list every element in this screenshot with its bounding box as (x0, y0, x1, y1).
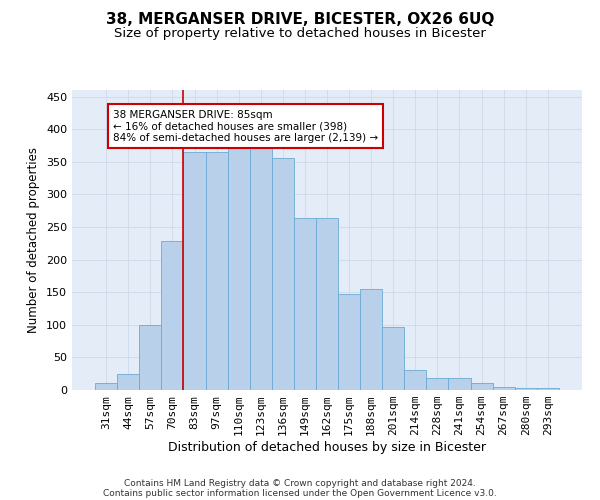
Bar (515, 388, 537, 390)
Bar (272, 158, 294, 390)
Bar (537, 388, 559, 390)
Bar (338, 294, 360, 390)
X-axis label: Distribution of detached houses by size in Bicester: Distribution of detached houses by size … (168, 441, 486, 454)
Bar (382, 326, 404, 390)
Bar (404, 370, 427, 390)
Bar (493, 388, 515, 390)
Bar (360, 289, 382, 390)
Bar (227, 148, 250, 390)
Text: 38, MERGANSER DRIVE, BICESTER, OX26 6UQ: 38, MERGANSER DRIVE, BICESTER, OX26 6UQ (106, 12, 494, 28)
Text: Size of property relative to detached houses in Bicester: Size of property relative to detached ho… (114, 28, 486, 40)
Bar (294, 218, 316, 390)
Text: Contains HM Land Registry data © Crown copyright and database right 2024.: Contains HM Land Registry data © Crown c… (124, 478, 476, 488)
Bar (250, 148, 272, 390)
Bar (184, 152, 206, 390)
Bar (427, 378, 448, 390)
Text: Contains public sector information licensed under the Open Government Licence v3: Contains public sector information licen… (103, 488, 497, 498)
Bar (206, 152, 227, 390)
Bar (161, 242, 184, 390)
Text: 38 MERGANSER DRIVE: 85sqm
← 16% of detached houses are smaller (398)
84% of semi: 38 MERGANSER DRIVE: 85sqm ← 16% of detac… (113, 110, 378, 143)
Bar (95, 384, 117, 390)
Bar (448, 378, 470, 390)
Bar (117, 374, 139, 390)
Y-axis label: Number of detached properties: Number of detached properties (28, 147, 40, 333)
Bar (139, 325, 161, 390)
Bar (470, 384, 493, 390)
Bar (316, 218, 338, 390)
